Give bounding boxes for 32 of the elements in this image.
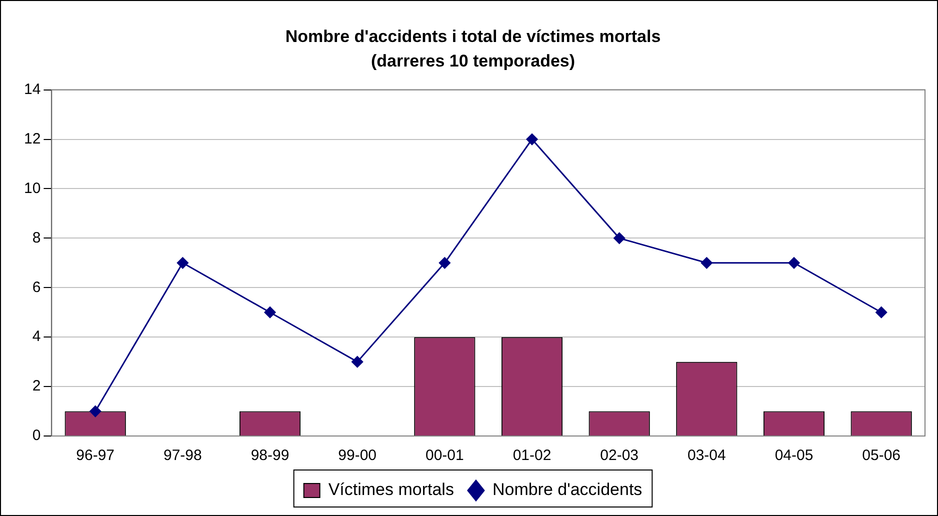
x-tick-label: 99-00 [338, 447, 377, 464]
x-tick-label: 04-05 [774, 447, 814, 464]
y-tick-label: 0 [32, 427, 41, 444]
x-tick-label: 02-03 [600, 447, 639, 464]
y-tick-label: 6 [32, 278, 41, 296]
y-tick-label: 4 [32, 328, 41, 346]
x-tick-label: 00-01 [425, 447, 464, 464]
y-tick-label: 2 [32, 378, 41, 395]
point [700, 257, 712, 269]
chart-title: Nombre d'accidents i total de víctimes mortals [285, 26, 661, 46]
x-tick-label: 98-99 [250, 447, 290, 464]
y-tick-label: 8 [32, 229, 41, 246]
x-tick-label: 97-98 [163, 447, 202, 464]
y-tick-label: 12 [24, 130, 41, 148]
point [438, 257, 450, 269]
point [614, 232, 626, 244]
point [876, 306, 888, 318]
x-tick-label: 96-97 [76, 447, 115, 464]
point [788, 257, 800, 269]
point [264, 306, 276, 318]
legend-label: Víctimes mortals [328, 480, 454, 500]
x-tick-label: 03-04 [687, 447, 726, 464]
point [176, 257, 188, 269]
point [90, 406, 102, 418]
x-tick-label: 01-02 [512, 447, 552, 464]
chart-subtitle: (darreres 10 temporades) [370, 51, 576, 70]
y-tick-label: 10 [24, 180, 41, 197]
point [526, 134, 538, 146]
x-tick-label: 05-06 [862, 447, 901, 464]
legend-label: Nombre d'accidents [492, 480, 642, 500]
point [352, 356, 364, 368]
y-tick-label: 14 [24, 80, 41, 98]
